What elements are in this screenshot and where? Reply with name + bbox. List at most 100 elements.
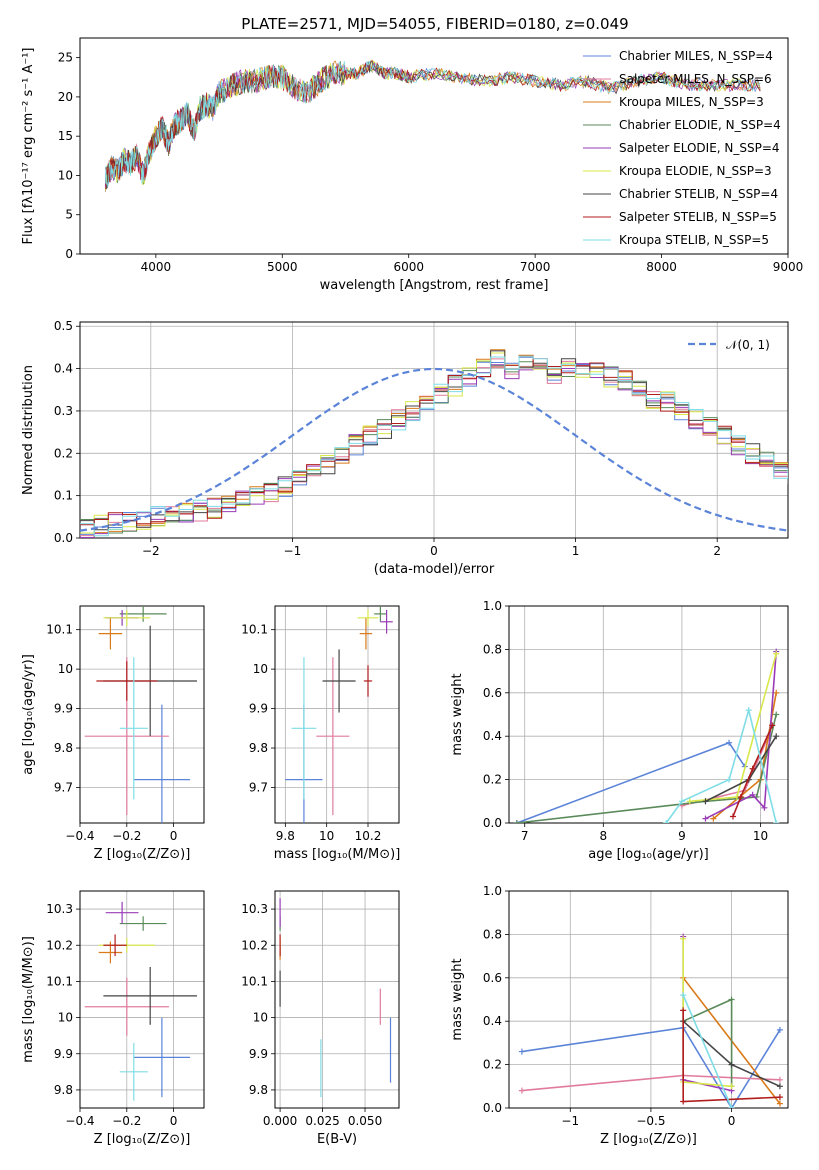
weight-marker — [710, 815, 717, 822]
y-tick-label: 0.0 — [483, 1101, 502, 1115]
x-axis-label: Z [log₁₀(Z/Z⊙)] — [94, 1132, 191, 1147]
histogram-step-8 — [80, 355, 788, 537]
y-axis-label: Flux [fλ10⁻¹⁷ erg cm⁻² s⁻¹ A⁻¹] — [21, 48, 36, 245]
x-axis-label: age [log₁₀(age/yr)] — [588, 847, 709, 862]
legend-label: Salpeter ELODIE, N_SSP=4 — [619, 141, 780, 155]
legend-label: Kroupa MILES, N_SSP=3 — [619, 95, 764, 109]
y-tick-label: 15 — [58, 129, 73, 143]
y-tick-label: 0.2 — [54, 446, 73, 460]
y-tick-label: 0.4 — [54, 362, 73, 376]
weight-marker — [773, 689, 780, 696]
x-tick-label: −1 — [284, 544, 302, 558]
y-tick-label: 10 — [253, 662, 268, 676]
y-tick-label: 0.2 — [483, 773, 502, 787]
y-tick-label: 9.7 — [249, 780, 268, 794]
x-tick-label: 10 — [319, 829, 334, 843]
x-tick-label: 4000 — [141, 260, 172, 274]
legend-label: Salpeter STELIB, N_SSP=5 — [619, 210, 777, 224]
figure-title: PLATE=2571, MJD=54055, FIBERID=0180, z=0… — [241, 15, 628, 33]
x-tick-label: 0.025 — [305, 1114, 339, 1128]
weight-marker — [680, 992, 687, 999]
x-tick-label: 5000 — [267, 260, 298, 274]
axes-frame — [79, 37, 789, 255]
x-tick-label: 10 — [753, 829, 768, 843]
y-tick-label: 10 — [58, 168, 73, 182]
y-tick-label: 0.8 — [483, 927, 502, 941]
x-tick-label: −0.4 — [65, 1114, 94, 1128]
weight-marker — [776, 1083, 783, 1090]
x-tick-label: 0 — [728, 1114, 736, 1128]
x-tick-label: 9 — [678, 829, 686, 843]
weight-marker — [776, 1076, 783, 1083]
mass-weight-vs-age-axes: 7 8 9 10 0.0 0.2 0.4 0.6 0.8 1.0 age [log₁₀(age/yr… — [450, 599, 789, 862]
y-tick-label: 10.1 — [46, 974, 73, 988]
weight-marker — [518, 1087, 525, 1094]
weight-marker — [773, 650, 780, 657]
y-tick-label: 10 — [58, 662, 73, 676]
y-tick-label: 0.6 — [483, 686, 502, 700]
x-tick-label: 2 — [713, 544, 721, 558]
x-tick-label: −0.4 — [65, 829, 94, 843]
y-tick-label: 0.1 — [54, 489, 73, 503]
weight-line-0 — [521, 1026, 781, 1108]
x-tick-label: 1 — [572, 544, 580, 558]
x-tick-label: 8000 — [646, 260, 677, 274]
y-tick-label: 9.9 — [54, 1047, 73, 1061]
axes-frame — [508, 605, 789, 824]
x-tick-label: 0 — [170, 1114, 178, 1128]
axes-frame — [274, 890, 400, 1109]
x-axis-label: mass [log₁₀(M/M⊙)] — [274, 847, 401, 862]
weight-marker — [773, 820, 780, 823]
x-tick-label: 10.2 — [355, 829, 382, 843]
legend-label: Chabrier ELODIE, N_SSP=4 — [619, 118, 781, 132]
normal-curve — [80, 367, 788, 532]
x-tick-label: 9.8 — [276, 829, 295, 843]
weight-marker — [726, 739, 733, 746]
y-tick-label: 9.9 — [249, 1047, 268, 1061]
y-tick-label: 0.5 — [54, 319, 73, 333]
x-tick-label: 0 — [430, 544, 438, 558]
weight-marker — [728, 1083, 735, 1090]
weight-marker — [776, 1026, 783, 1033]
weight-marker — [678, 798, 685, 805]
weight-marker — [749, 765, 756, 772]
x-tick-label: 0.000 — [263, 1114, 297, 1128]
y-tick-label: 9.8 — [249, 1083, 268, 1097]
y-tick-label: 0.4 — [483, 729, 502, 743]
weight-marker — [776, 1100, 783, 1107]
legend-label: Kroupa ELODIE, N_SSP=3 — [619, 164, 772, 178]
residuals-axes: −2 −1 0 1 2 0.0 0.1 0.2 0.3 0.4 0.5 (data-model)/er… — [21, 319, 789, 577]
x-tick-label: −0.2 — [112, 829, 141, 843]
x-axis-label: wavelength [Angstrom, rest frame] — [320, 278, 549, 293]
y-tick-label: 0.0 — [54, 531, 73, 545]
y-tick-label: 25 — [58, 51, 73, 65]
spectrum-axes: 4000 5000 6000 7000 8000 9000 0 5 10 15 20 25 wavele… — [21, 37, 803, 293]
weight-line-3 — [516, 714, 777, 823]
histogram-step-5 — [80, 352, 788, 534]
x-axis-label: Z [log₁₀(Z/Z⊙)] — [94, 847, 191, 862]
axes-frame — [274, 605, 400, 824]
age-vs-z-axes: −0.4 −0.2 0 9.7 9.8 9.9 10 10.1 Z [log₁₀(Z/Z⊙)] a… — [21, 605, 205, 862]
y-tick-label: 0.4 — [483, 1014, 502, 1028]
weight-marker — [680, 935, 687, 942]
y-tick-label: 10.2 — [241, 938, 268, 952]
weight-marker — [680, 1098, 687, 1105]
x-tick-label: 7000 — [520, 260, 551, 274]
weight-marker — [663, 820, 670, 823]
weight-line-8 — [682, 994, 733, 1108]
age-vs-mass-axes: 9.8 10 10.2 9.7 9.8 9.9 10 10.1 mass [log₁₀(M/M⊙… — [241, 605, 401, 862]
axes-frame — [79, 321, 789, 539]
y-tick-label: 10.1 — [241, 623, 268, 637]
weight-marker — [745, 707, 752, 714]
y-tick-label: 20 — [58, 90, 73, 104]
weight-marker — [773, 733, 780, 740]
y-tick-label: 1.0 — [483, 599, 502, 613]
y-tick-label: 0.2 — [483, 1058, 502, 1072]
y-tick-label: 10 — [253, 1011, 268, 1025]
weight-marker — [726, 776, 733, 783]
x-tick-label: −0.2 — [112, 1114, 141, 1128]
y-axis-label: mass [log₁₀(M/M⊙)] — [21, 936, 36, 1063]
weight-marker — [728, 996, 735, 1003]
y-tick-label: 9.8 — [54, 741, 73, 755]
